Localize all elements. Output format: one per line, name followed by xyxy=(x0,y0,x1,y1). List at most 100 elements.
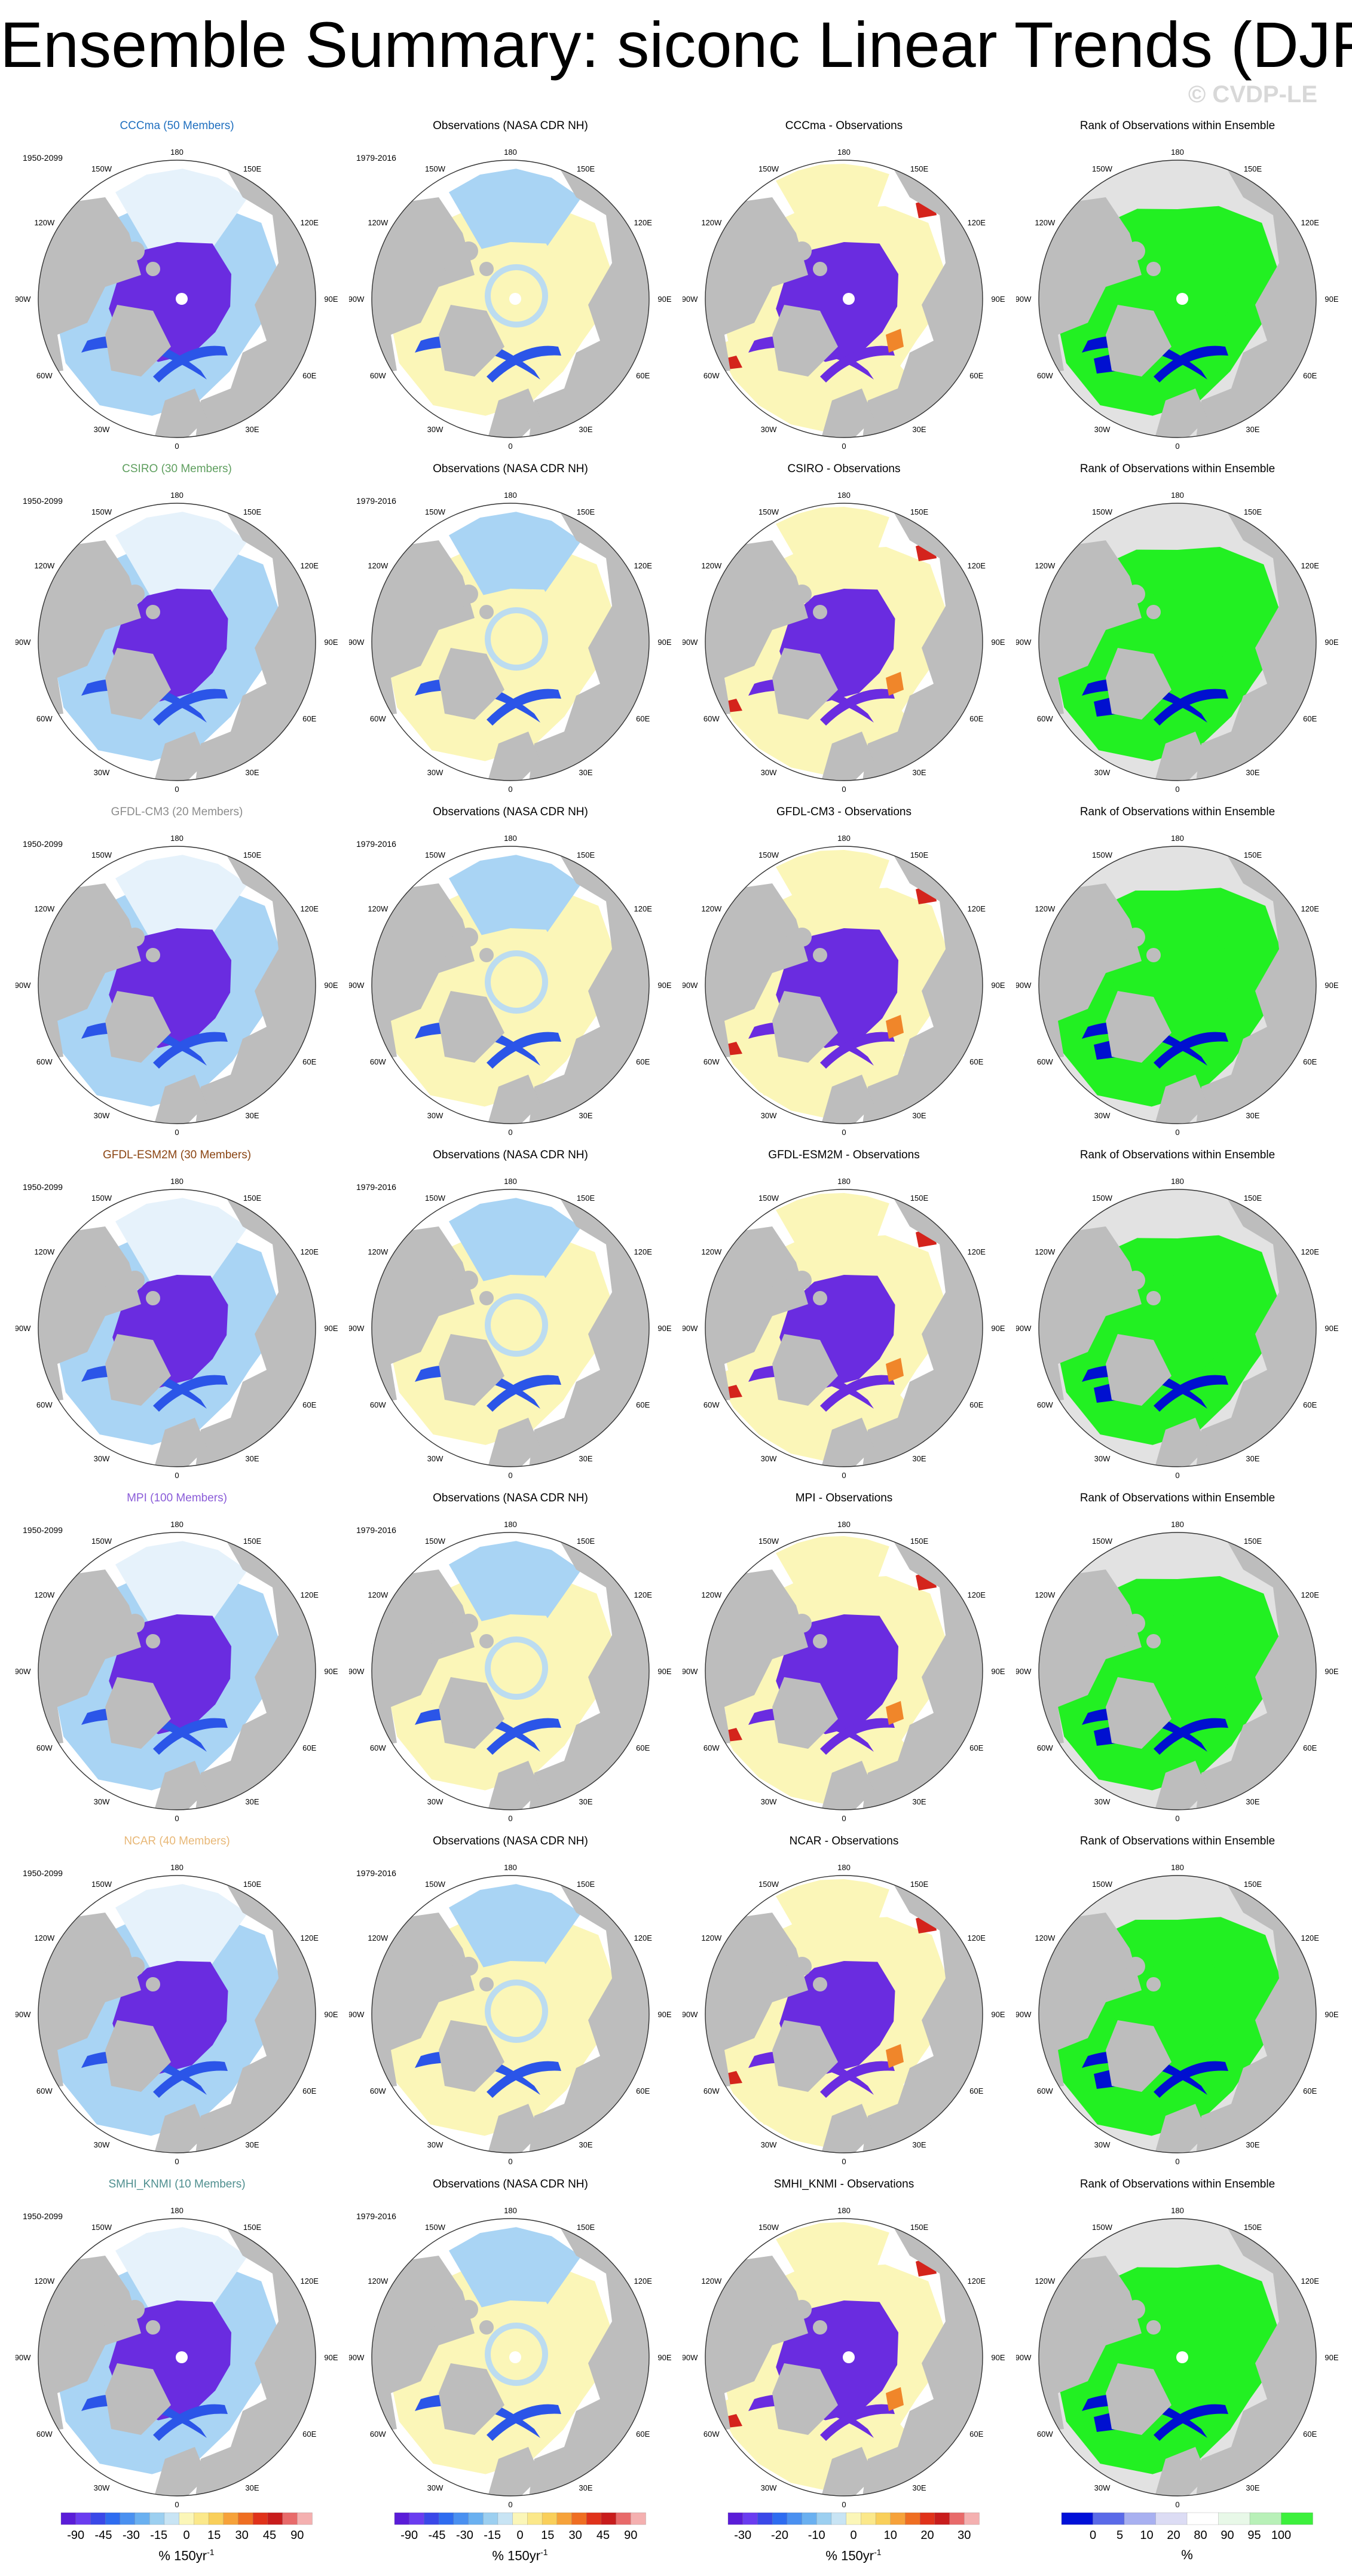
longitude-label: 30E xyxy=(1246,2140,1259,2149)
map-panel-diff: CSIRO - Observations 180 150E 120E 90E 60E 30E… xyxy=(683,463,1005,797)
longitude-label: 120E xyxy=(634,904,653,913)
longitude-label: 150W xyxy=(758,1194,779,1203)
longitude-label: 30W xyxy=(94,425,110,434)
longitude-label: 150W xyxy=(1092,164,1113,173)
colorbar-swatch xyxy=(920,2512,935,2525)
polar-map: 180 150E 120E 90E 60E 30E 0 30W 60W 90W 120W 150W xyxy=(349,1863,672,2166)
colorbar-tick-label: 90 xyxy=(290,2529,304,2542)
colorbar-swatch xyxy=(890,2512,906,2525)
map-panel-model: MPI (100 Members) 1950-2099 180 150E 120E 90E… xyxy=(16,1492,338,1827)
longitude-label: 90E xyxy=(991,981,1005,990)
colorbar-tick-label: 90 xyxy=(1221,2529,1234,2542)
colorbar-swatch xyxy=(267,2512,283,2525)
longitude-label: 30E xyxy=(245,2483,259,2492)
longitude-label: 60W xyxy=(370,2087,386,2095)
colorbar-swatch xyxy=(1281,2512,1313,2525)
polar-map: 180 150E 120E 90E 60E 30E 0 30W 60W 90W 120W 150W xyxy=(1016,1177,1339,1480)
longitude-label: 60W xyxy=(703,1400,720,1409)
longitude-label: 90W xyxy=(349,1324,365,1333)
panel-title-model: MPI (100 Members) xyxy=(127,1492,227,1504)
longitude-label: 30E xyxy=(579,425,592,434)
colorbar-tick-label: 10 xyxy=(884,2529,897,2542)
longitude-label: 180 xyxy=(170,834,183,843)
period-label: 1950-2099 xyxy=(23,2211,63,2221)
map-panel-model: CCCma (50 Members) 1950-2099 180 150E 120E 90… xyxy=(16,120,338,454)
longitude-label: 30E xyxy=(579,1454,592,1463)
longitude-label: 60E xyxy=(1303,1057,1317,1066)
longitude-label: 60E xyxy=(1303,2430,1317,2439)
panel-title-difference: GFDL-CM3 - Observations xyxy=(776,806,911,818)
colorbar-swatch xyxy=(149,2512,165,2525)
polar-map: 180 150E 120E 90E 60E 30E 0 30W 60W 90W 120W 150W xyxy=(683,2206,1005,2509)
longitude-label: 0 xyxy=(508,785,512,794)
colorbar-swatch xyxy=(253,2512,268,2525)
panel-title-model: SMHI_KNMI (10 Members) xyxy=(108,2178,246,2190)
colorbar-tick-label: -45 xyxy=(95,2529,112,2542)
map-panel-model: SMHI_KNMI (10 Members) 1950-2099 180 150E 12… xyxy=(16,2178,338,2513)
colorbar-swatch xyxy=(831,2512,847,2525)
longitude-label: 90W xyxy=(349,2353,365,2362)
longitude-label: 60E xyxy=(1303,1743,1317,1752)
period-label: 1979-2016 xyxy=(356,153,396,163)
longitude-label: 90E xyxy=(1325,295,1338,304)
map-panel-diff: MPI - Observations 180 150E 120E 90E 60E 30E 0 3… xyxy=(683,1492,1005,1827)
polar-map: 180 150E 120E 90E 60E 30E 0 30W 60W 90W 120W 150W xyxy=(349,834,672,1137)
longitude-label: 120W xyxy=(368,1590,389,1599)
longitude-label: 60E xyxy=(302,2430,316,2439)
longitude-label: 60W xyxy=(703,1057,720,1066)
colorbar-tick-label: -15 xyxy=(484,2529,501,2542)
colorbar-swatch xyxy=(1218,2512,1250,2525)
longitude-label: 150W xyxy=(91,507,112,516)
colorbar-tick-label: 90 xyxy=(624,2529,637,2542)
colorbar-swatch xyxy=(394,2512,410,2525)
longitude-label: 90W xyxy=(16,2353,31,2362)
longitude-label: 120W xyxy=(1035,1590,1056,1599)
longitude-label: 150E xyxy=(243,2223,262,2232)
panel-title-difference: GFDL-ESM2M - Observations xyxy=(768,1149,920,1161)
longitude-label: 150E xyxy=(1244,507,1262,516)
map-panel-rank: Rank of Observations within Ensemble 180 1… xyxy=(1016,1835,1339,2170)
longitude-label: 30E xyxy=(912,425,926,434)
longitude-label: 60W xyxy=(36,714,53,723)
longitude-label: 150W xyxy=(758,850,779,859)
longitude-label: 30W xyxy=(94,2140,110,2149)
longitude-label: 90W xyxy=(1016,1324,1032,1333)
longitude-label: 60W xyxy=(370,1743,386,1752)
longitude-label: 30E xyxy=(1246,1454,1259,1463)
longitude-label: 120W xyxy=(701,1247,722,1256)
colorbar-swatch xyxy=(297,2512,313,2525)
colorbar-tick-label: 45 xyxy=(597,2529,610,2542)
longitude-label: 120W xyxy=(368,1247,389,1256)
longitude-label: 120W xyxy=(368,2277,389,2286)
colorbar-swatch xyxy=(964,2512,980,2525)
colorbar-tick-label: 15 xyxy=(541,2529,554,2542)
panel-title-difference: SMHI_KNMI - Observations xyxy=(773,2178,914,2190)
longitude-label: 30E xyxy=(245,1111,259,1120)
longitude-label: 180 xyxy=(1171,1863,1184,1872)
colorbar-swatch xyxy=(816,2512,832,2525)
longitude-label: 150E xyxy=(910,1194,929,1203)
colorbar-swatch xyxy=(179,2512,195,2525)
panel-title-difference: MPI - Observations xyxy=(795,1492,893,1504)
period-label: 1950-2099 xyxy=(23,153,63,163)
longitude-label: 60W xyxy=(1037,2087,1053,2095)
longitude-label: 120W xyxy=(368,1933,389,1942)
colorbar-swatch xyxy=(727,2512,744,2525)
longitude-label: 60E xyxy=(302,2087,316,2095)
longitude-label: 150W xyxy=(91,1537,112,1546)
polar-map: 180 150E 120E 90E 60E 30E 0 30W 60W 90W 120W 150W xyxy=(683,1863,1005,2166)
longitude-label: 120E xyxy=(1301,218,1320,227)
polar-map: 180 150E 120E 90E 60E 30E 0 30W 60W 90W 120W 150W xyxy=(683,148,1005,451)
longitude-label: 90W xyxy=(683,638,698,647)
longitude-label: 120E xyxy=(968,218,986,227)
longitude-label: 120E xyxy=(301,218,319,227)
longitude-label: 90E xyxy=(991,1667,1005,1676)
colorbar-swatch xyxy=(409,2512,425,2525)
longitude-label: 0 xyxy=(175,442,179,451)
panel-title-model: CCCma (50 Members) xyxy=(120,120,234,132)
longitude-label: 120W xyxy=(34,2277,55,2286)
longitude-label: 0 xyxy=(508,1814,512,1823)
map-panel-obs: Observations (NASA CDR NH) 1979-2016 180 15… xyxy=(349,1835,672,2170)
longitude-label: 60W xyxy=(36,1057,53,1066)
colorbar-tick-label: 20 xyxy=(920,2529,934,2542)
